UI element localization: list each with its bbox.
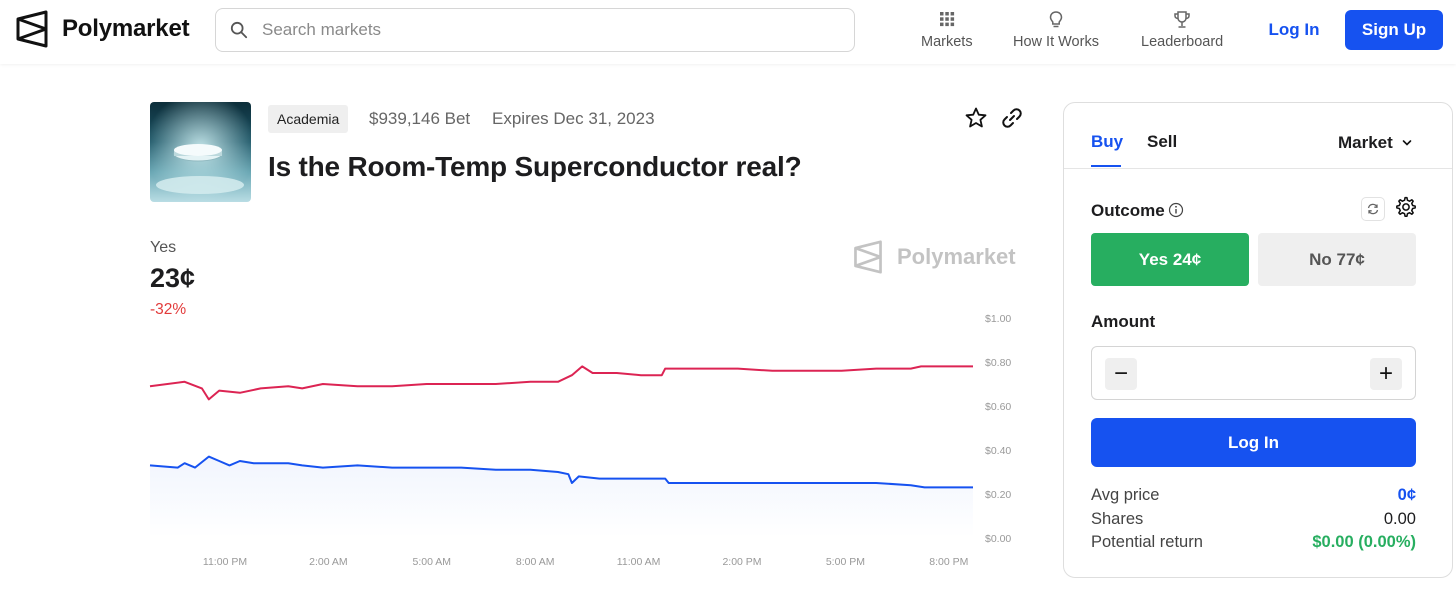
signup-button[interactable]: Sign Up <box>1345 10 1443 50</box>
chevron-down-icon <box>1402 140 1412 146</box>
divider <box>1064 168 1452 169</box>
y-tick-label: $0.80 <box>985 357 1011 369</box>
amount-field: − + <box>1091 346 1416 400</box>
increment-button[interactable]: + <box>1370 358 1402 390</box>
x-tick-label: 5:00 PM <box>826 556 865 568</box>
series-area-fill <box>150 456 973 538</box>
y-tick-label: $0.60 <box>985 401 1011 413</box>
x-tick-label: 8:00 PM <box>929 556 968 568</box>
active-tab-indicator <box>1091 165 1121 167</box>
refresh-icon <box>1367 203 1379 215</box>
nav-markets-label: Markets <box>921 34 973 50</box>
price-history-chart[interactable]: $1.00 $0.80 $0.60 $0.40 $0.20 $0.00 11:00 PM 2… <box>140 305 1020 580</box>
series-line-1 <box>149 455 973 489</box>
price-change: -32% <box>150 301 187 318</box>
avg-price-label: Avg price <box>1091 486 1160 504</box>
order-type-label: Market <box>1338 133 1393 152</box>
outcome-no-button[interactable]: No 77¢ <box>1258 233 1416 286</box>
order-type-dropdown[interactable]: Market <box>1338 133 1413 153</box>
y-tick-label: $0.00 <box>985 533 1011 545</box>
info-icon[interactable] <box>1168 202 1184 218</box>
category-tag[interactable]: Academia <box>268 105 349 133</box>
series-line-0 <box>149 365 973 401</box>
refresh-button[interactable] <box>1361 197 1385 221</box>
trophy-icon <box>1174 11 1190 28</box>
tab-sell[interactable]: Sell <box>1147 132 1178 151</box>
avg-price-value: 0¢ <box>1397 486 1416 504</box>
gear-icon[interactable] <box>1395 196 1417 218</box>
shares-row: Shares 0.00 <box>1091 510 1416 529</box>
y-tick-label: $1.00 <box>985 313 1011 325</box>
x-tick-label: 11:00 PM <box>203 556 247 568</box>
top-nav-bar: Polymarket Markets How It Works Leaderbo <box>0 0 1456 64</box>
y-tick-label: $0.20 <box>985 489 1011 501</box>
polymarket-logo-icon <box>16 10 48 48</box>
levitating-disc-image <box>150 102 251 202</box>
star-icon[interactable] <box>964 106 988 130</box>
search-icon <box>230 21 248 39</box>
nav-leaderboard-label: Leaderboard <box>1141 34 1224 50</box>
y-tick-label: $0.40 <box>985 445 1011 457</box>
outcome-heading: Outcome <box>1091 201 1165 220</box>
polymarket-logo-icon <box>854 240 882 274</box>
amount-heading: Amount <box>1091 312 1156 331</box>
market-expiry: Expires Dec 31, 2023 <box>492 109 655 128</box>
outcome-label: Yes <box>150 239 177 256</box>
search-input[interactable] <box>262 20 822 40</box>
x-tick-label: 11:00 AM <box>617 556 661 568</box>
nav-how-it-works[interactable]: How It Works <box>1013 10 1099 50</box>
shares-label: Shares <box>1091 510 1144 528</box>
potential-return-label: Potential return <box>1091 533 1203 551</box>
market-volume: $939,146 Bet <box>369 109 471 128</box>
nav-markets[interactable]: Markets <box>921 10 973 50</box>
panel-login-button[interactable]: Log In <box>1091 418 1416 467</box>
x-tick-label: 5:00 AM <box>413 556 452 568</box>
potential-return-row: Potential return $0.00 (0.00%) <box>1091 533 1416 552</box>
login-button[interactable]: Log In <box>1268 20 1320 39</box>
market-title: Is the Room-Temp Superconductor real? <box>268 151 802 182</box>
lightbulb-icon <box>1049 11 1063 28</box>
nav-how-it-works-label: How It Works <box>1013 34 1099 50</box>
outcome-yes-button[interactable]: Yes 24¢ <box>1091 233 1249 286</box>
chart-watermark: Polymarket <box>853 240 1016 274</box>
trade-panel: Buy Sell Market Outcome Yes 24¢ No 77¢ A… <box>1063 102 1453 578</box>
nav-leaderboard[interactable]: Leaderboard <box>1141 10 1223 50</box>
link-icon[interactable] <box>1000 106 1024 130</box>
brand-logo[interactable]: Polymarket <box>16 10 190 48</box>
x-tick-label: 2:00 AM <box>309 556 348 568</box>
decrement-button[interactable]: − <box>1105 358 1137 390</box>
grid-icon <box>939 12 954 27</box>
x-tick-label: 2:00 PM <box>722 556 761 568</box>
shares-value: 0.00 <box>1383 510 1416 528</box>
watermark-text: Polymarket <box>897 244 1016 269</box>
tab-buy[interactable]: Buy <box>1091 132 1124 151</box>
current-price: 23¢ <box>150 263 196 293</box>
market-thumbnail <box>150 102 251 202</box>
amount-input[interactable] <box>1148 359 1358 389</box>
search-bar[interactable] <box>215 8 855 52</box>
avg-price-row: Avg price 0¢ <box>1091 486 1416 505</box>
x-tick-label: 8:00 AM <box>516 556 555 568</box>
brand-name: Polymarket <box>62 15 190 42</box>
potential-return-value: $0.00 (0.00%) <box>1312 533 1416 551</box>
